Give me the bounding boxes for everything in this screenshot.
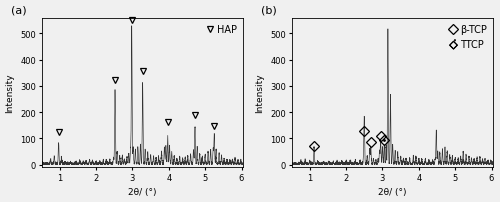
Text: (b): (b) [262, 6, 277, 16]
Text: (a): (a) [12, 6, 27, 16]
X-axis label: 2θ/ (°): 2θ/ (°) [378, 187, 406, 197]
Y-axis label: Intensity: Intensity [256, 73, 264, 113]
Y-axis label: Intensity: Intensity [6, 73, 15, 113]
Legend: HAP: HAP [204, 23, 238, 37]
X-axis label: 2θ/ (°): 2θ/ (°) [128, 187, 156, 197]
Legend: β-TCP, TTCP: β-TCP, TTCP [447, 23, 488, 52]
